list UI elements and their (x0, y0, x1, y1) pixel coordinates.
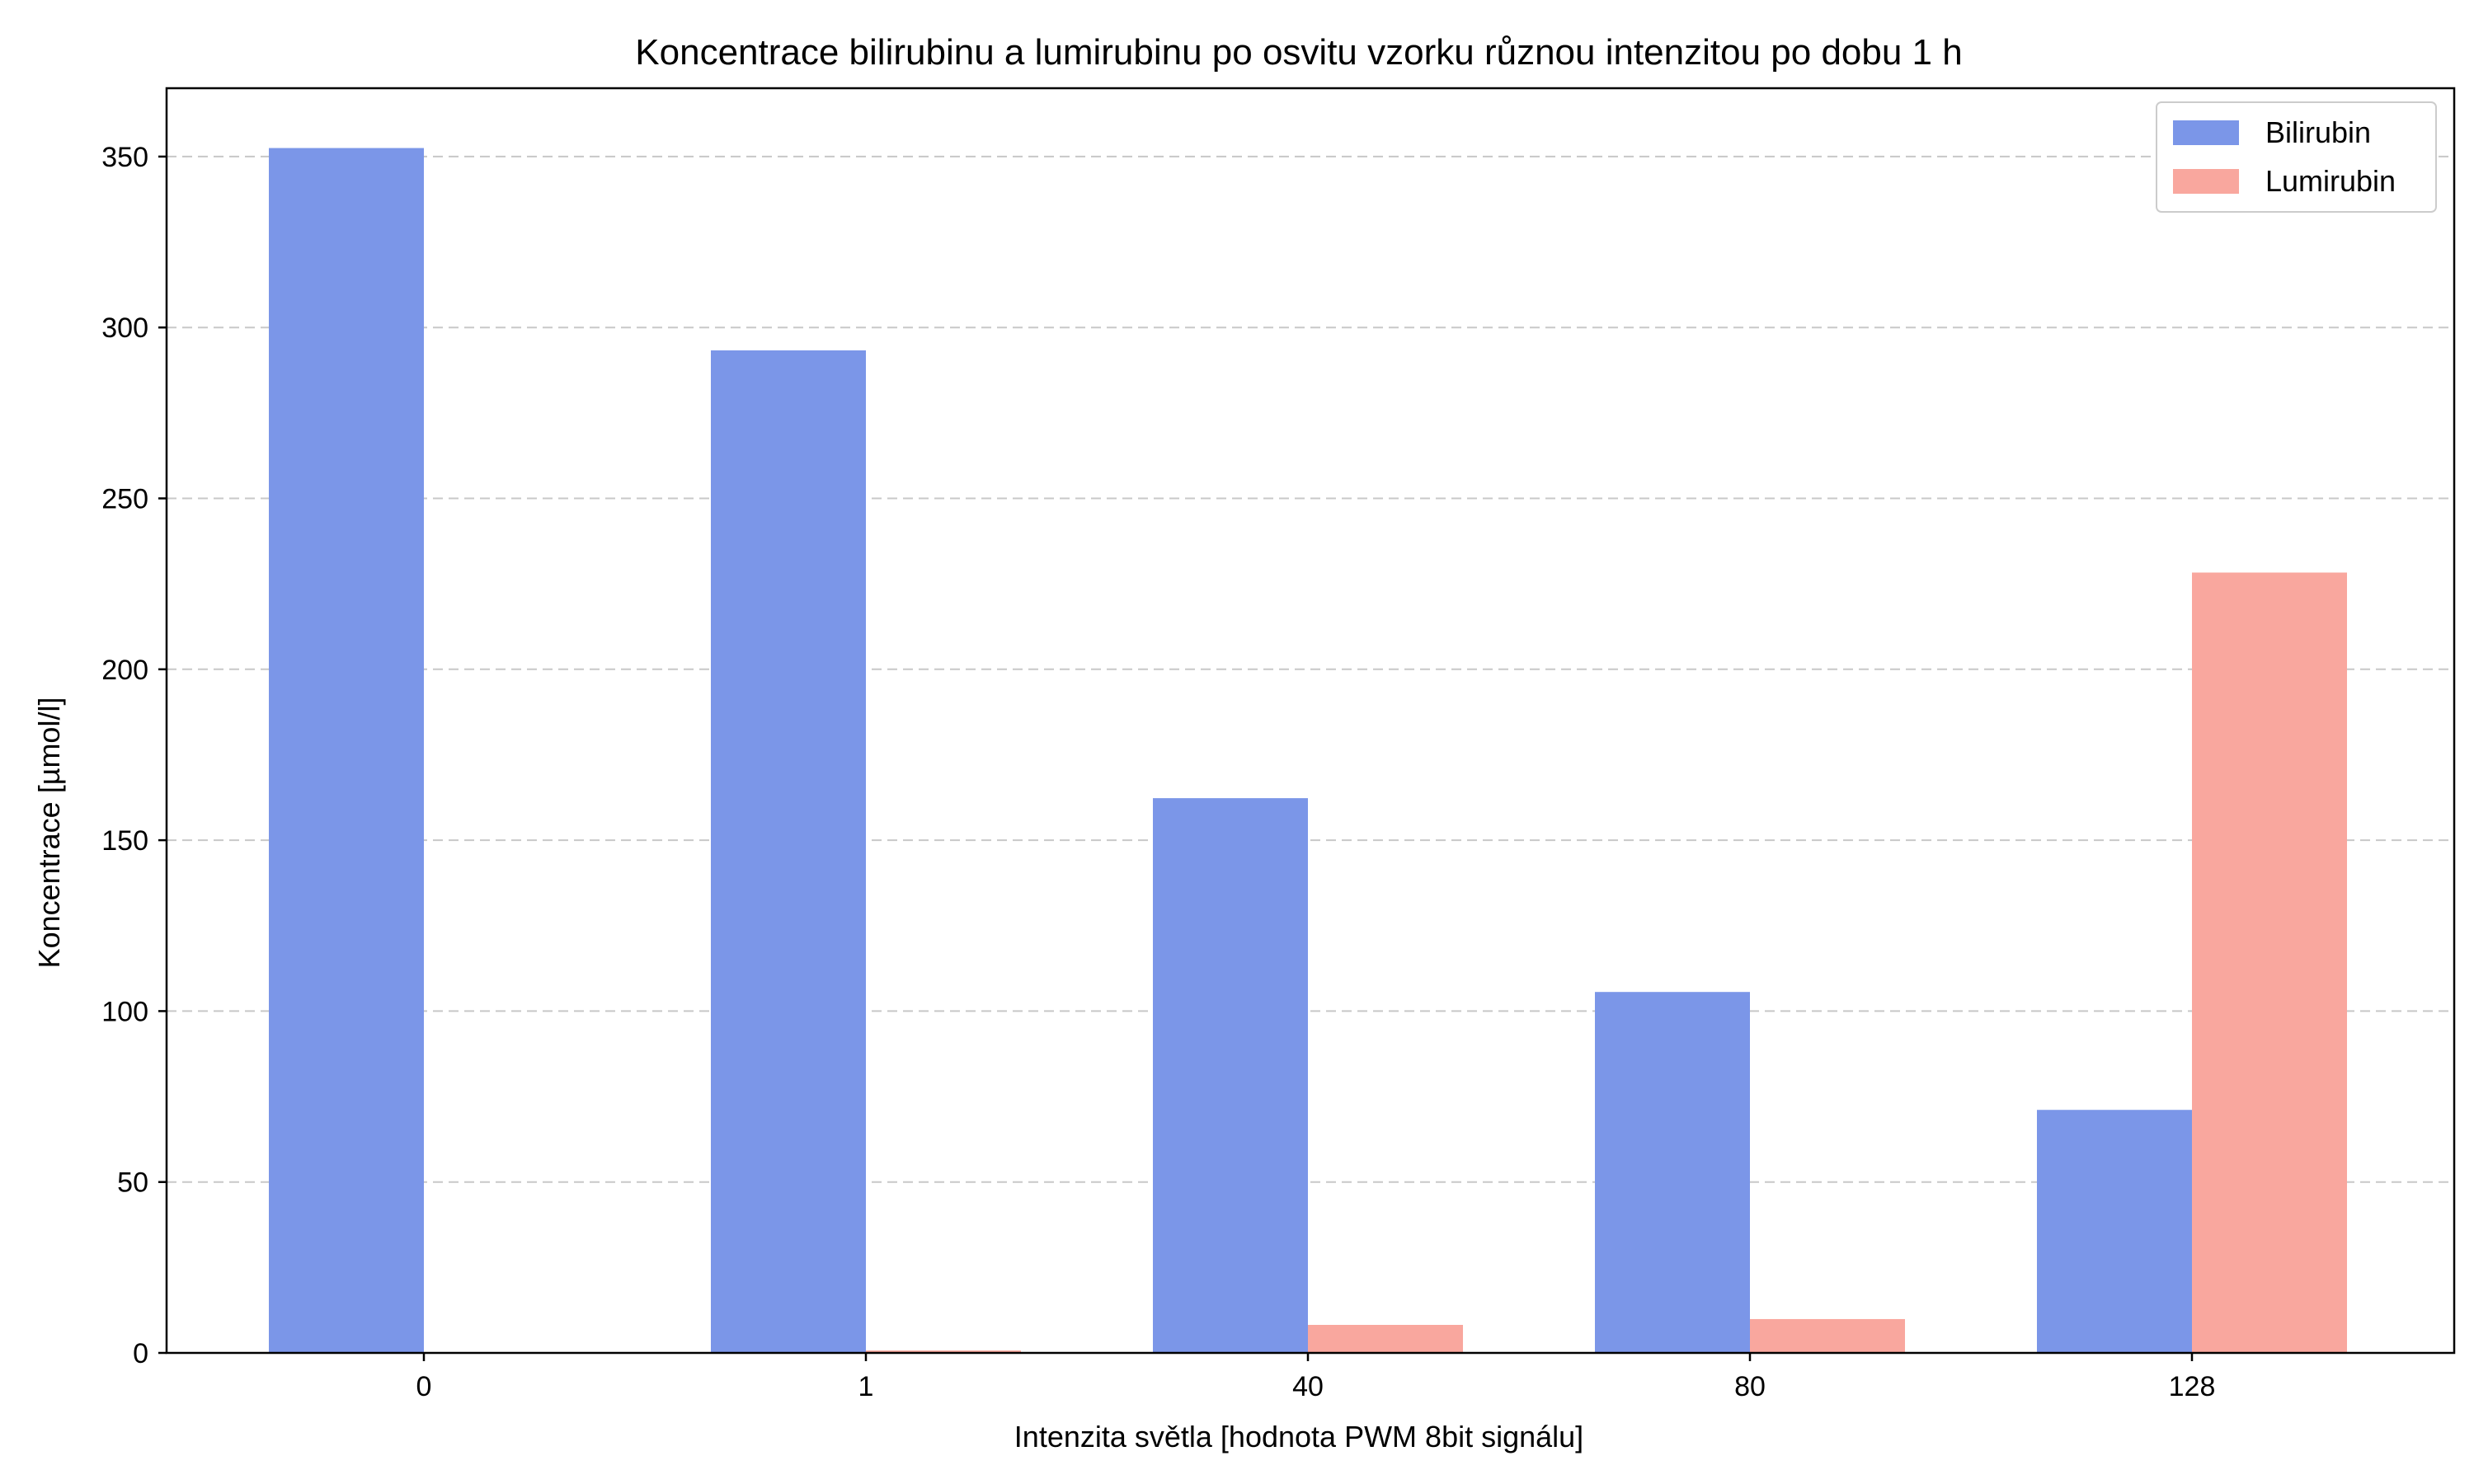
y-tick-label: 350 (101, 142, 148, 173)
y-axis-ticks: 0 50 100 150 200 250 300 350 (101, 142, 167, 1369)
bar-lumirubin-1 (866, 1350, 1021, 1353)
x-tick-label: 80 (1734, 1371, 1766, 1402)
x-tick-label: 1 (858, 1371, 874, 1402)
y-tick-label: 100 (101, 996, 148, 1027)
bar-bilirubin-0 (269, 148, 424, 1353)
bar-lumirubin-128 (2192, 572, 2347, 1353)
y-tick-label: 300 (101, 312, 148, 344)
y-tick-label: 50 (117, 1167, 148, 1199)
x-tick-label: 0 (416, 1371, 432, 1402)
legend: Bilirubin Lumirubin (2156, 101, 2437, 213)
grid-lines (167, 155, 2454, 1183)
bar-bilirubin-1 (711, 350, 866, 1354)
y-axis-label: Koncentrace [µmol/l] (32, 697, 66, 969)
bar-bilirubin-40 (1153, 798, 1308, 1353)
bars (269, 148, 2347, 1354)
legend-label-lumirubin: Lumirubin (2265, 164, 2396, 198)
bar-lumirubin-80 (1750, 1318, 1905, 1353)
x-tick-label: 40 (1292, 1371, 1324, 1402)
x-axis-label: Intenzita světla [hodnota PWM 8bit signá… (1014, 1420, 1583, 1453)
bar-lumirubin-40 (1308, 1325, 1463, 1353)
y-tick-label: 150 (101, 825, 148, 857)
y-tick-label: 200 (101, 655, 148, 686)
legend-label-bilirubin: Bilirubin (2265, 115, 2371, 149)
x-axis-ticks: 0 1 40 80 128 (416, 1353, 2216, 1402)
bar-bilirubin-80 (1595, 992, 1750, 1353)
legend-swatch-lumirubin (2173, 169, 2239, 194)
y-tick-label: 0 (133, 1338, 148, 1369)
plot-frame (165, 87, 2456, 1355)
x-tick-label: 128 (2169, 1371, 2216, 1402)
chart-title: Koncentrace bilirubinu a lumirubinu po o… (635, 32, 1962, 73)
bar-bilirubin-128 (2037, 1110, 2192, 1353)
y-tick-label: 250 (101, 484, 148, 515)
legend-swatch-bilirubin (2173, 120, 2239, 145)
